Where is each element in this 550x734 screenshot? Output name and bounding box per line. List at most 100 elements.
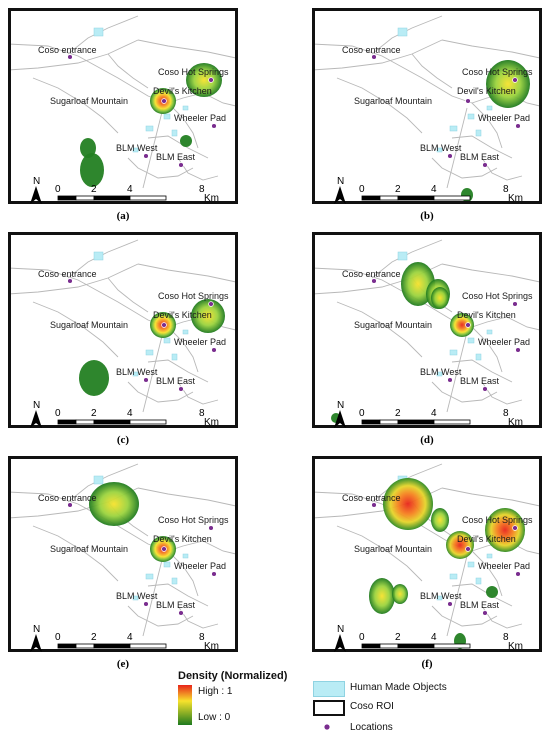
human-made-object xyxy=(93,251,104,261)
road-line xyxy=(127,157,194,179)
location-marker xyxy=(482,386,488,392)
road-line xyxy=(471,326,503,373)
location-label-blm-west: BLM West xyxy=(420,143,462,153)
location-label-devils-kitchen: Devil's Kitchen xyxy=(457,534,516,544)
location-label-blm-west: BLM West xyxy=(116,367,158,377)
scale-bar-segment xyxy=(75,419,95,425)
location-marker xyxy=(67,278,73,284)
location-marker xyxy=(143,153,149,159)
human-made-object xyxy=(475,129,482,137)
density-blob xyxy=(431,287,449,309)
human-made-object xyxy=(163,113,171,120)
location-label-blm-west: BLM West xyxy=(420,591,462,601)
scale-tick-label: 8 xyxy=(199,408,205,419)
density-blob xyxy=(180,135,192,147)
scale-bar-segment xyxy=(75,195,95,201)
panel-caption: (b) xyxy=(420,210,434,222)
scale-bar-segment xyxy=(379,643,399,649)
density-map: Coso entrance Coso Hot Springs Sugarloaf M… xyxy=(312,8,542,204)
scale-tick-label: 2 xyxy=(395,184,401,195)
road-line xyxy=(446,107,468,189)
road-line xyxy=(312,39,443,71)
location-label-coso-entrance: Coso entrance xyxy=(342,269,401,279)
road-line xyxy=(431,157,498,179)
road-line xyxy=(446,555,468,637)
location-label-wheeler-pad: Wheeler Pad xyxy=(478,113,530,123)
human-made-object xyxy=(449,573,458,580)
location-label-wheeler-pad: Wheeler Pad xyxy=(174,337,226,347)
location-marker xyxy=(161,546,167,552)
location-label-blm-east: BLM East xyxy=(156,376,196,386)
human-made-object xyxy=(486,105,493,111)
scale-bar-segment xyxy=(361,419,381,425)
road-line xyxy=(142,107,164,189)
scale-bar-segment xyxy=(379,195,399,201)
road-line xyxy=(142,555,164,637)
location-label-wheeler-pad: Wheeler Pad xyxy=(174,113,226,123)
scale-unit-label: Km xyxy=(204,417,219,428)
human-made-object xyxy=(467,337,475,344)
human-made-object xyxy=(132,147,139,153)
scale-unit-label: Km xyxy=(508,193,523,204)
location-label-blm-west: BLM West xyxy=(420,367,462,377)
scale-bar-segment xyxy=(75,643,95,649)
human-made-object xyxy=(467,113,475,120)
scale-bar-segment xyxy=(129,643,167,649)
scale-bar-segment xyxy=(433,195,471,201)
density-blob xyxy=(485,508,525,552)
location-label-coso-entrance: Coso entrance xyxy=(38,45,97,55)
scale-tick-label: 4 xyxy=(431,632,437,643)
roi-border xyxy=(8,232,238,428)
legend-locations-label: Locations xyxy=(350,722,393,733)
location-label-sugarloaf-mountain: Sugarloaf Mountain xyxy=(354,96,432,106)
density-blob xyxy=(89,482,139,526)
location-marker xyxy=(512,301,518,307)
road-line xyxy=(32,525,119,582)
location-marker xyxy=(515,123,521,129)
road-line xyxy=(137,263,237,283)
location-marker xyxy=(143,377,149,383)
road-line xyxy=(107,277,149,313)
location-label-wheeler-pad: Wheeler Pad xyxy=(478,561,530,571)
road-line xyxy=(167,550,199,597)
location-label-coso-hot-springs: Coso Hot Springs xyxy=(462,291,533,301)
density-blob xyxy=(383,478,433,530)
legend-density-title: Density (Normalized) xyxy=(178,670,288,682)
location-marker xyxy=(161,322,167,328)
location-marker xyxy=(447,601,453,607)
north-arrow-icon xyxy=(334,634,346,652)
location-label-wheeler-pad: Wheeler Pad xyxy=(478,337,530,347)
map-panel: Coso entrance Coso Hot Springs Sugarloaf M… xyxy=(8,232,238,428)
scale-bar-segment xyxy=(57,643,77,649)
north-arrow-icon xyxy=(30,186,42,204)
location-marker xyxy=(211,347,217,353)
map-panel: Coso entrance Coso Hot Springs Sugarloaf M… xyxy=(8,456,238,652)
density-color-ramp xyxy=(178,685,192,725)
roi-border xyxy=(8,456,238,652)
road-line xyxy=(142,331,164,413)
density-blob xyxy=(191,299,225,333)
scale-tick-label: 8 xyxy=(503,632,509,643)
scale-bar-segment xyxy=(433,419,471,425)
location-marker xyxy=(178,610,184,616)
scale-unit-label: Km xyxy=(204,641,219,652)
scale-bar-segment xyxy=(129,419,167,425)
human-made-object xyxy=(163,337,171,344)
human-made-object xyxy=(145,125,154,132)
density-map: Coso entrance Coso Hot Springs Sugarloaf M… xyxy=(312,456,542,652)
human-made-object xyxy=(397,251,408,261)
scale-tick-label: 4 xyxy=(431,184,437,195)
road-line xyxy=(451,135,513,159)
location-marker xyxy=(208,301,214,307)
road-line xyxy=(147,583,209,607)
scale-tick-label: 4 xyxy=(127,184,133,195)
scale-bar-segment xyxy=(361,643,381,649)
human-made-object xyxy=(171,129,178,137)
scale-bar-segment xyxy=(379,419,399,425)
north-arrow-label: N xyxy=(337,624,344,635)
location-label-sugarloaf-mountain: Sugarloaf Mountain xyxy=(50,544,128,554)
human-made-object xyxy=(132,371,139,377)
human-made-object xyxy=(436,595,443,601)
road-line xyxy=(127,381,194,403)
scale-tick-label: 4 xyxy=(431,408,437,419)
